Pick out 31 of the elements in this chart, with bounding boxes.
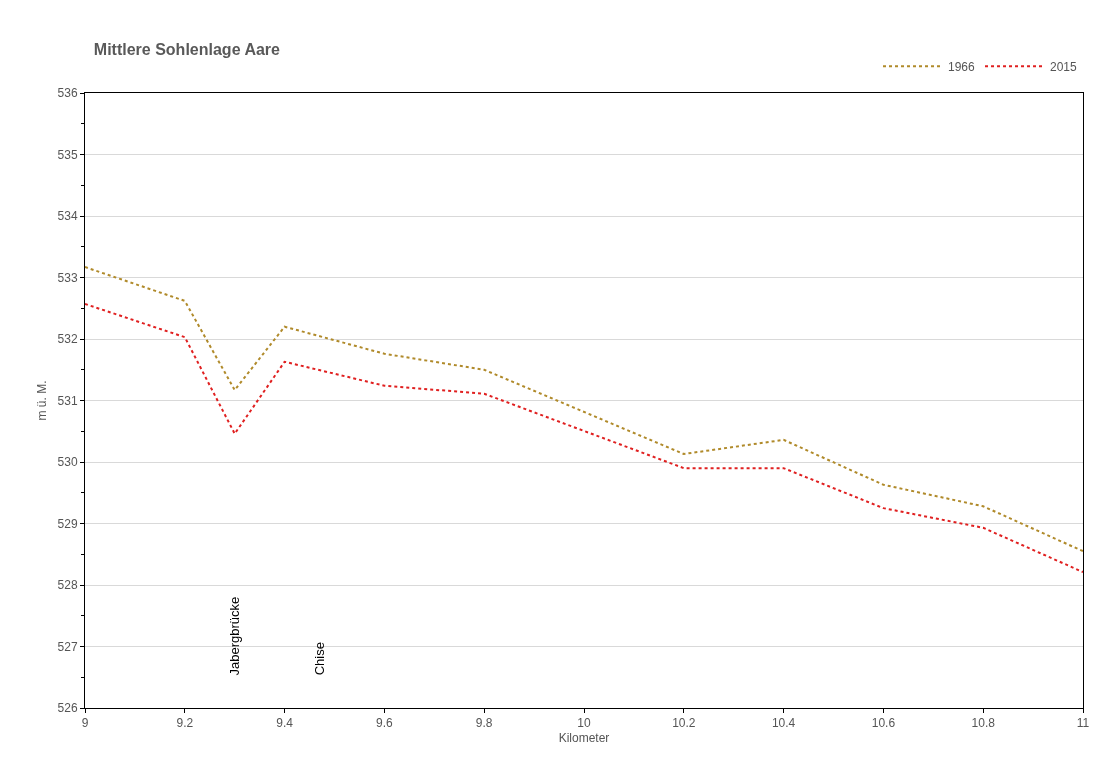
- x-axis-title: Kilometer: [558, 731, 610, 746]
- y-axis-title: m ü. M.: [34, 380, 49, 421]
- y-tick-label: 530: [57, 455, 78, 470]
- x-tick-label: 10.2: [672, 716, 696, 731]
- x-tick-label: 10: [577, 716, 591, 731]
- legend-label: 2015: [1050, 59, 1078, 74]
- y-tick-label: 526: [57, 701, 78, 716]
- x-tick-label: 9.4: [276, 716, 294, 731]
- y-tick-label: 533: [57, 270, 78, 285]
- x-tick-label: 10.8: [971, 716, 996, 731]
- y-tick-label: 529: [57, 516, 78, 531]
- x-tick-label: 11: [1076, 716, 1090, 731]
- y-tick-label: 528: [57, 578, 78, 593]
- y-tick-label: 534: [57, 209, 78, 224]
- y-tick-label: 536: [57, 86, 78, 101]
- y-tick-label: 531: [57, 393, 78, 408]
- x-tick-label: 9: [81, 716, 89, 731]
- x-tick-label: 9.8: [475, 716, 493, 731]
- annotation: Jabergbrücke: [226, 596, 242, 676]
- line-series: [85, 302, 1083, 574]
- line-series: [85, 266, 1083, 553]
- x-tick-label: 9.2: [176, 716, 194, 731]
- y-tick-label: 532: [57, 332, 78, 347]
- y-tick-label: 535: [57, 147, 78, 162]
- legend-label: 1966: [948, 59, 976, 74]
- x-tick-label: 10.4: [771, 716, 796, 731]
- x-tick-label: 10.6: [871, 716, 896, 731]
- chart-title: Mittlere Sohlenlage Aare: [93, 41, 281, 59]
- annotation: Chise: [311, 642, 327, 676]
- y-tick-label: 527: [57, 639, 78, 654]
- x-tick-label: 9.6: [376, 716, 394, 731]
